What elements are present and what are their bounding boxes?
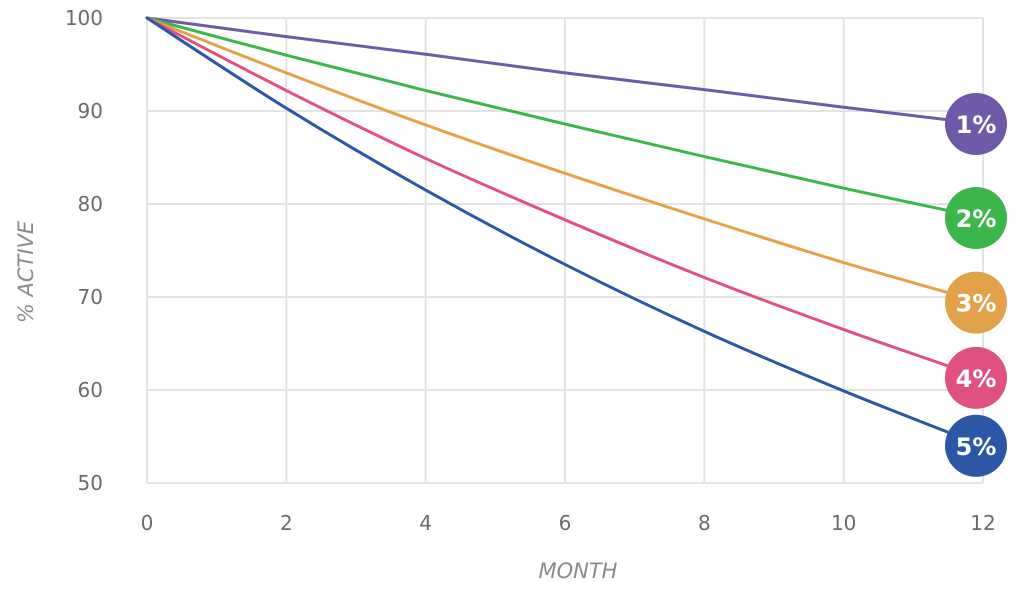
- chart-series: [145, 16, 985, 448]
- x-tick-label: 4: [419, 511, 432, 535]
- y-tick-label: 60: [78, 378, 103, 402]
- series-end-badge-label: 5%: [956, 433, 997, 461]
- y-axis-title: % ACTIVE: [14, 220, 38, 323]
- series-line-4: [145, 16, 985, 380]
- series-end-labels: 1% 2% 3% 4% 5%: [945, 93, 1007, 477]
- x-axis-ticks: 0 2 4 6 8 10 12: [141, 511, 996, 535]
- series-end-badge-label: 1%: [956, 111, 997, 139]
- x-tick-label: 0: [141, 511, 154, 535]
- series-line-1: [145, 16, 985, 126]
- series-end-badge: [945, 186, 1007, 249]
- x-tick-label: 10: [831, 511, 856, 535]
- series-end-badge-label: 2%: [956, 205, 997, 233]
- series-line-5: [145, 16, 985, 448]
- x-axis-title: MONTH: [539, 559, 618, 583]
- y-tick-label: 80: [78, 192, 103, 216]
- x-tick-label: 8: [698, 511, 711, 535]
- chart-grid: [146, 17, 984, 484]
- series-end-badge: [945, 346, 1007, 409]
- series-end-badge: [945, 414, 1007, 477]
- x-tick-label: 12: [970, 511, 995, 535]
- y-tick-label: 70: [78, 285, 103, 309]
- series-end-badge-label: 3%: [956, 290, 997, 318]
- y-tick-label: 50: [78, 471, 103, 495]
- series-line-2: [145, 16, 985, 220]
- series-end-badge: [945, 93, 1007, 156]
- y-tick-label: 90: [78, 99, 103, 123]
- series-line-3: [145, 16, 985, 305]
- y-axis-ticks: 50 60 70 80 90 100: [65, 6, 103, 495]
- x-tick-label: 2: [280, 511, 293, 535]
- y-tick-label: 100: [65, 6, 103, 30]
- series-end-badge: [945, 271, 1007, 334]
- series-end-badge-label: 4%: [956, 365, 997, 393]
- x-tick-label: 6: [559, 511, 572, 535]
